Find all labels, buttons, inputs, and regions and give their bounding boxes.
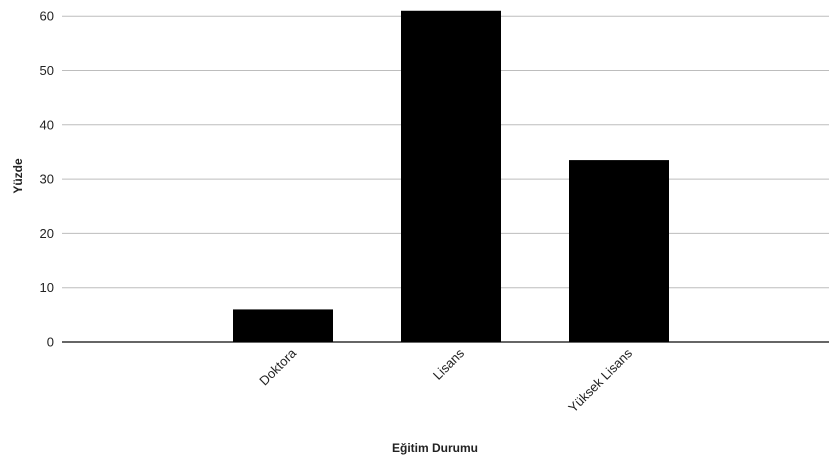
bars (233, 10, 669, 343)
x-axis: Doktora Lisans Yüksek Lisans (256, 345, 635, 415)
x-tick-label: Yüksek Lisans (565, 345, 635, 415)
y-axis: 0 10 20 30 40 50 60 (40, 9, 54, 350)
y-axis-title: Yüzde (11, 158, 25, 194)
x-axis-title: Eğitim Durumu (392, 441, 478, 455)
y-tick-label: 20 (40, 226, 54, 241)
bar-yüksek-lisans (569, 160, 669, 342)
bar-lisans (401, 10, 501, 343)
y-tick-label: 0 (47, 335, 54, 350)
y-tick-label: 60 (40, 9, 54, 24)
x-tick-label: Lisans (430, 345, 468, 383)
y-tick-label: 40 (40, 117, 54, 132)
y-tick-label: 50 (40, 63, 54, 78)
x-tick-label: Doktora (256, 345, 299, 388)
y-tick-label: 10 (40, 280, 54, 295)
y-tick-label: 30 (40, 172, 54, 187)
bar-doktora (233, 309, 333, 342)
